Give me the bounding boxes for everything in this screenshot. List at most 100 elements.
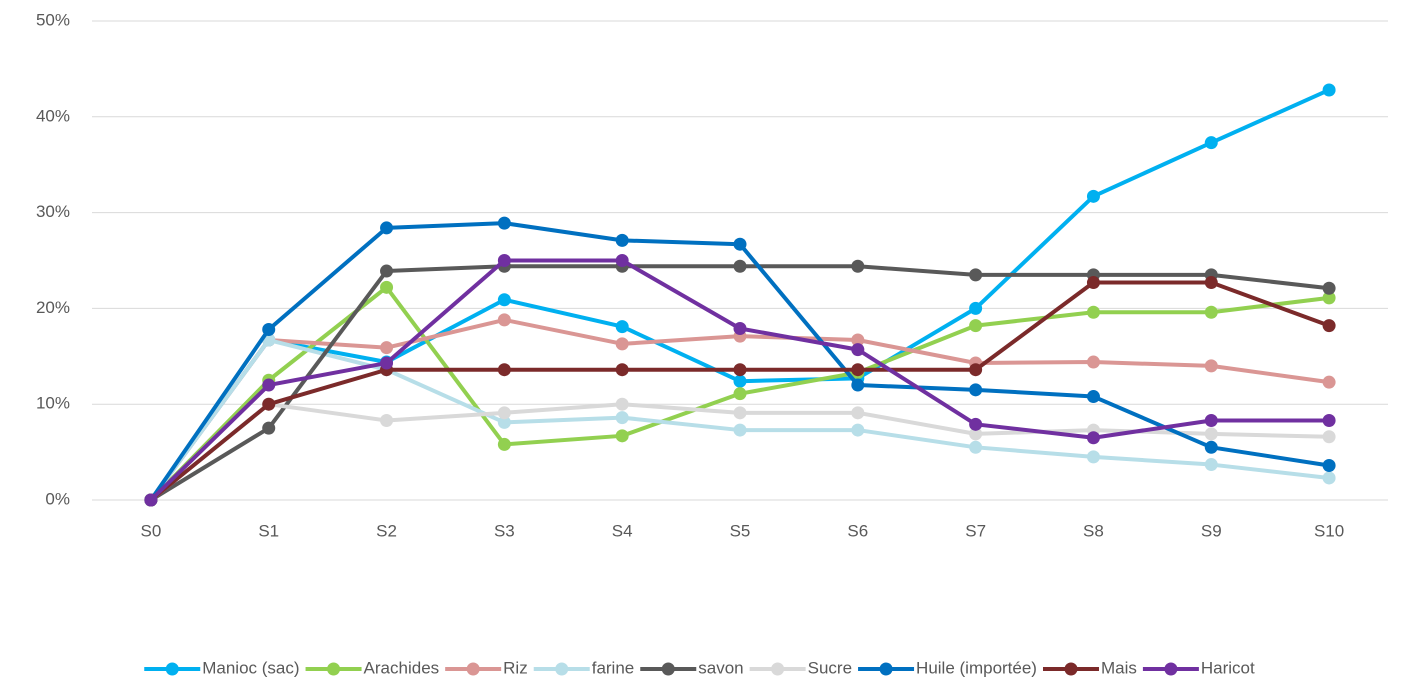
point xyxy=(1322,319,1336,333)
point xyxy=(1086,276,1100,290)
y-tick-label: 30% xyxy=(36,202,70,221)
point xyxy=(969,417,983,431)
point xyxy=(733,237,747,251)
point xyxy=(615,411,629,425)
point xyxy=(1322,281,1336,295)
point xyxy=(615,337,629,351)
point xyxy=(851,343,865,357)
point xyxy=(1322,459,1336,473)
x-tick-label: S2 xyxy=(376,521,397,540)
x-tick-label: S1 xyxy=(258,521,279,540)
point xyxy=(1086,450,1100,464)
point xyxy=(969,427,983,441)
legend-label: Huile (importée) xyxy=(916,658,1037,677)
point xyxy=(1086,305,1100,319)
point xyxy=(497,415,511,429)
point xyxy=(497,254,511,267)
point xyxy=(969,301,983,315)
legend-label: Arachides xyxy=(364,658,440,677)
legend-marker xyxy=(1064,662,1078,676)
point xyxy=(1204,413,1218,427)
point xyxy=(733,406,747,420)
x-tick-label: S3 xyxy=(494,521,515,540)
point xyxy=(1204,305,1218,319)
point xyxy=(1204,427,1218,441)
legend-marker xyxy=(879,662,893,676)
point xyxy=(615,320,629,334)
y-tick-label: 40% xyxy=(36,106,70,125)
point xyxy=(1322,471,1336,485)
legend-marker xyxy=(555,662,569,676)
point xyxy=(1204,276,1218,290)
point xyxy=(1204,359,1218,373)
point xyxy=(733,322,747,336)
legend-marker xyxy=(1164,662,1178,676)
point xyxy=(1204,458,1218,472)
point xyxy=(1086,189,1100,203)
legend-marker xyxy=(661,662,675,676)
point xyxy=(969,268,983,282)
legend-marker xyxy=(771,662,785,676)
point xyxy=(733,363,747,377)
legend-label: Mais xyxy=(1101,658,1137,677)
point xyxy=(262,421,276,435)
x-tick-label: S0 xyxy=(141,521,162,540)
point xyxy=(380,356,394,370)
legend-label: Haricot xyxy=(1201,658,1255,677)
point xyxy=(615,233,629,247)
legend-marker xyxy=(327,662,341,676)
point xyxy=(380,413,394,427)
point xyxy=(851,406,865,420)
x-tick-label: S9 xyxy=(1201,521,1222,540)
point xyxy=(851,259,865,273)
point xyxy=(1204,136,1218,150)
point xyxy=(380,280,394,294)
point xyxy=(497,363,511,377)
point xyxy=(1204,440,1218,454)
point xyxy=(1086,355,1100,369)
legend-marker xyxy=(466,662,480,676)
point xyxy=(380,221,394,235)
point xyxy=(969,363,983,377)
point xyxy=(969,319,983,333)
point xyxy=(733,259,747,273)
point xyxy=(497,293,511,307)
point xyxy=(380,264,394,278)
point xyxy=(1322,291,1336,305)
x-tick-label: S8 xyxy=(1083,521,1104,540)
point xyxy=(615,363,629,377)
point xyxy=(497,313,511,327)
legend-label: savon xyxy=(698,658,743,677)
x-tick-label: S4 xyxy=(612,521,633,540)
point xyxy=(144,493,158,507)
legend-label: Manioc (sac) xyxy=(202,658,299,677)
x-tick-label: S7 xyxy=(965,521,986,540)
point xyxy=(851,333,865,347)
y-tick-label: 50% xyxy=(36,10,70,29)
point xyxy=(1322,413,1336,427)
point xyxy=(262,322,276,336)
point xyxy=(1322,83,1336,97)
point xyxy=(615,397,629,411)
point xyxy=(497,216,511,230)
legend-label: Riz xyxy=(503,658,528,677)
point xyxy=(851,423,865,437)
legend-marker xyxy=(165,662,179,676)
point xyxy=(1322,375,1336,389)
point xyxy=(733,374,747,388)
y-tick-label: 10% xyxy=(36,394,70,413)
x-tick-label: S10 xyxy=(1314,521,1344,540)
point xyxy=(733,387,747,401)
point xyxy=(497,437,511,451)
y-tick-label: 0% xyxy=(45,489,70,508)
point xyxy=(262,378,276,392)
point xyxy=(1086,390,1100,404)
x-tick-label: S6 xyxy=(847,521,868,540)
point xyxy=(969,383,983,397)
y-tick-label: 20% xyxy=(36,298,70,317)
x-tick-label: S5 xyxy=(730,521,751,540)
point xyxy=(615,254,629,267)
point xyxy=(1086,431,1100,445)
